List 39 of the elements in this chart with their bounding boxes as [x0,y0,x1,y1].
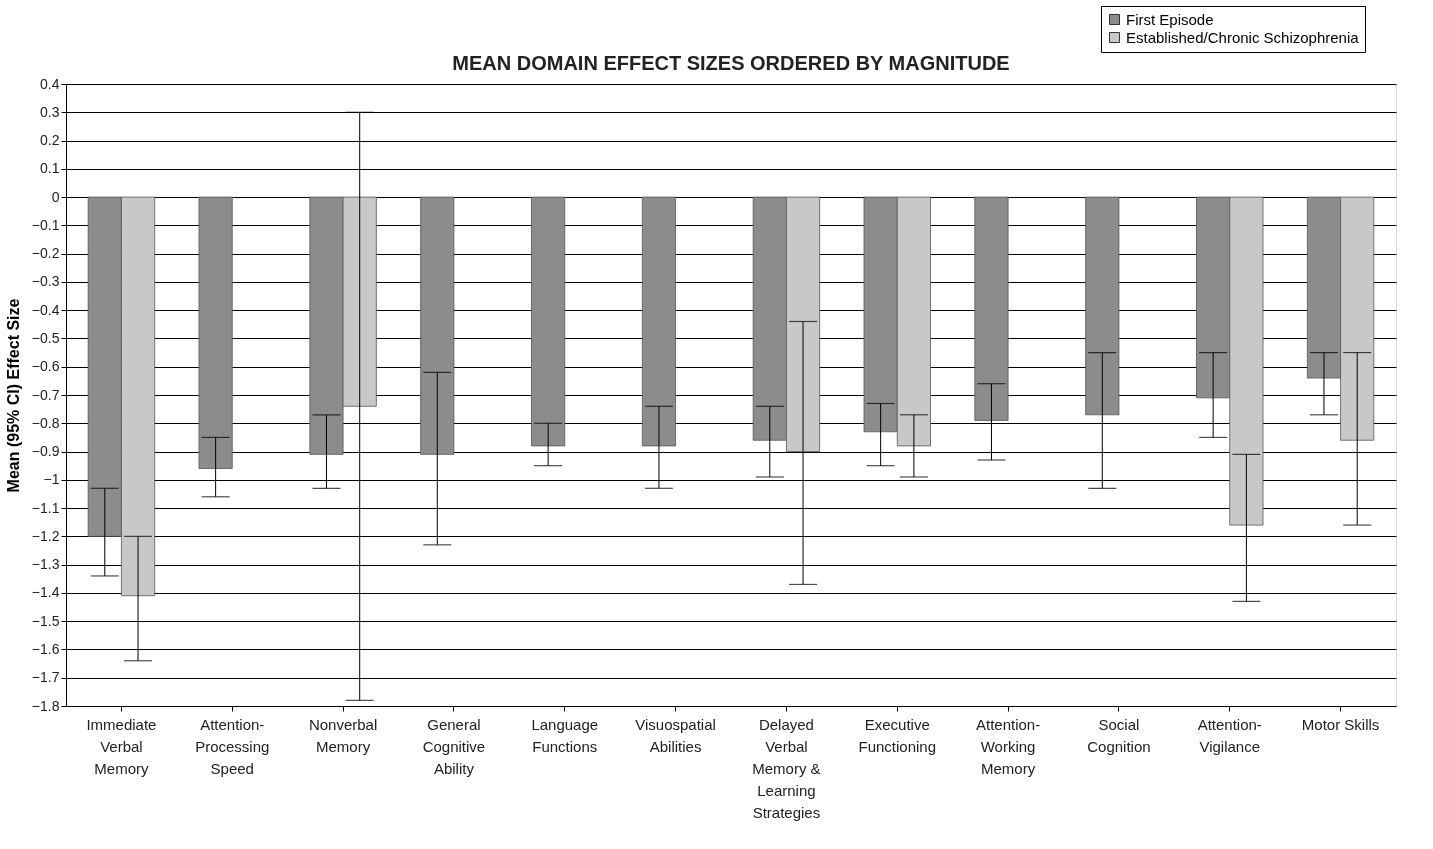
y-tick-label: −0.3 [31,273,60,290]
y-tick-label: −1.7 [31,669,60,686]
x-tick-label: Visuospatial Abilities [635,715,716,755]
y-tick-label: −0.8 [31,414,60,431]
x-tick-label: Immediate Verbal Memory [86,715,157,777]
x-tick-label: Executive Functioning [858,715,937,755]
x-tick-label: Attention-Processing Speed [195,715,270,777]
x-tick-label: Delayed Verbal Memory & Learning Strategies [752,715,821,821]
y-tick-label: 0.3 [40,103,60,120]
y-tick-label: 0 [51,188,60,205]
x-tick-label: Attention-Vigilance [1197,715,1262,755]
y-tick-label: −0.5 [31,329,60,346]
y-tick-label: −0.9 [31,443,60,460]
x-tick-label: Language Functions [531,715,599,755]
y-tick-label: −1.3 [31,556,60,573]
x-tick-label: General Cognitive Ability [422,715,486,777]
y-axis-title: Mean (95% CI) Effect Size [4,298,22,493]
y-tick-label: −1.8 [31,697,60,714]
y-tick-label: −0.7 [31,386,60,403]
y-tick-label: −1.2 [31,527,60,544]
y-tick-label: −0.1 [31,216,60,233]
x-tick-label: Motor Skills [1301,715,1380,733]
chart-title: MEAN DOMAIN EFFECT SIZES ORDERED BY MAGNITUDE [452,52,1010,74]
y-tick-label: −0.2 [31,245,60,262]
y-tick-label: 0.1 [40,160,60,177]
y-tick-label: −1.6 [31,640,60,657]
y-tick-label: −1.5 [31,612,60,629]
y-tick-label: −0.4 [31,301,60,318]
y-tick-label: 0.4 [40,75,60,92]
y-tick-label: −1.4 [31,584,60,601]
legend-label: First Episode [1126,10,1214,28]
y-tick-label: −1 [43,471,60,488]
x-tick-label: Nonverbal Memory [308,715,378,755]
x-tick-label: Social Cognition [1087,715,1151,755]
x-tick-label: Attention-Working Memory [975,715,1041,777]
legend-label: Established/Chronic Schizophrenia [1126,28,1360,46]
y-tick-label: −0.6 [31,358,60,375]
y-tick-label: −1.1 [31,499,60,516]
y-tick-label: 0.2 [40,132,60,149]
